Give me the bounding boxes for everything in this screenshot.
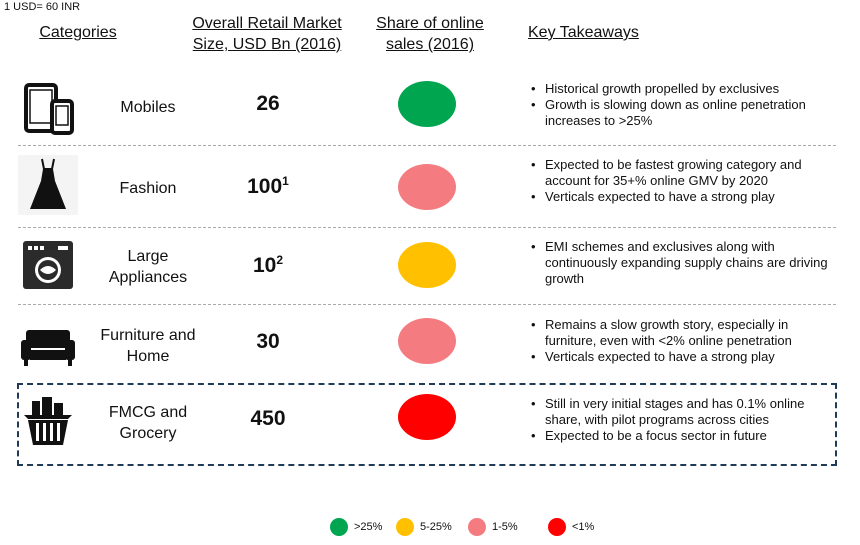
header-categories: Categories <box>39 24 117 41</box>
sofa-icon <box>18 314 78 374</box>
category-name: Large Appliances <box>108 248 188 286</box>
row-divider <box>18 227 836 228</box>
takeaway-item: Still in very initial stages and has 0.1… <box>528 396 838 428</box>
table-row-large-appliances: Large Appliances 102 EMI schemes and exc… <box>18 229 836 302</box>
legend-item: 5-25% <box>396 518 452 536</box>
legend-swatch <box>548 518 566 536</box>
online-share-indicator <box>398 81 456 127</box>
takeaway-item: Remains a slow growth story, especially … <box>528 317 838 349</box>
mobile-tablet-icon <box>18 77 78 137</box>
takeaway-item: Growth is slowing down as online penetra… <box>528 97 838 129</box>
header-key-takeaways: Key Takeaways <box>528 24 639 41</box>
category-name: Mobiles <box>120 99 176 116</box>
legend-item: <1% <box>548 518 594 536</box>
online-share-indicator <box>398 394 456 440</box>
legend-item: >25% <box>330 518 382 536</box>
table-row-mobiles: Mobiles 26 Historical growth propelled b… <box>18 70 836 145</box>
category-name: Furniture and Home <box>100 327 196 365</box>
takeaway-item: Verticals expected to have a strong play <box>528 349 838 365</box>
market-size-value: 1001 <box>247 174 289 198</box>
market-size-value: 450 <box>250 407 286 430</box>
takeaway-item: Expected to be a focus sector in future <box>528 428 838 444</box>
dress-icon <box>18 155 78 215</box>
grocery-basket-icon <box>18 393 78 453</box>
category-name: FMCG and Grocery <box>108 404 188 442</box>
table-row-furniture-home: Furniture and Home 30 Remains a slow gro… <box>18 306 836 381</box>
online-share-indicator <box>398 318 456 364</box>
takeaways-list: Historical growth propelled by exclusive… <box>528 81 838 129</box>
row-divider <box>18 145 836 146</box>
legend-swatch <box>330 518 348 536</box>
takeaways-list: EMI schemes and exclusives along with co… <box>528 239 838 287</box>
takeaways-list: Remains a slow growth story, especially … <box>528 317 838 365</box>
takeaways-list: Still in very initial stages and has 0.1… <box>528 396 838 444</box>
washing-machine-icon <box>18 235 78 295</box>
header-market-size: Overall Retail Market Size, USD Bn (2016… <box>192 15 342 53</box>
legend-swatch <box>468 518 486 536</box>
table-row-fashion: Fashion 1001 Expected to be fastest grow… <box>18 147 836 227</box>
table-row-fmcg-grocery: FMCG and Grocery 450 Still in very initi… <box>18 386 836 461</box>
currency-note: 1 USD= 60 INR <box>4 1 81 13</box>
legend-label: >25% <box>354 521 383 533</box>
takeaway-item: Expected to be fastest growing category … <box>528 157 838 189</box>
online-share-indicator <box>398 164 456 210</box>
takeaway-item: Historical growth propelled by exclusive… <box>528 81 838 97</box>
category-name: Fashion <box>119 180 177 197</box>
footnote-marker: 1 <box>282 174 289 188</box>
takeaway-item: Verticals expected to have a strong play <box>528 189 838 205</box>
legend-item: 1-5% <box>468 518 518 536</box>
row-divider <box>18 304 836 305</box>
takeaway-item: EMI schemes and exclusives along with co… <box>528 239 838 287</box>
legend-label: 5-25% <box>420 521 452 533</box>
market-size-value: 102 <box>252 253 284 277</box>
takeaways-list: Expected to be fastest growing category … <box>528 157 838 205</box>
legend-label: 1-5% <box>492 521 518 533</box>
legend-swatch <box>396 518 414 536</box>
legend-label: <1% <box>572 521 595 533</box>
market-size-value: 26 <box>256 92 280 115</box>
online-share-indicator <box>398 242 456 288</box>
header-online-share: Share of online sales (2016) <box>376 15 484 53</box>
footnote-marker: 2 <box>276 253 284 267</box>
market-size-value: 30 <box>256 330 280 353</box>
